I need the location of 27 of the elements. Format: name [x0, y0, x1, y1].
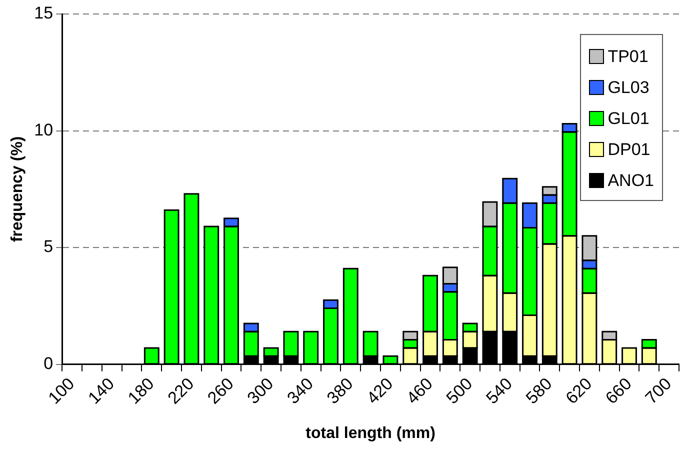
x-tick-label: 140 — [84, 374, 118, 408]
y-tick-label: 5 — [44, 237, 54, 256]
x-tick-label: 460 — [402, 374, 436, 408]
x-tick-label: 660 — [602, 374, 636, 408]
x-tick-label: 540 — [482, 374, 516, 408]
x-tick-label: 500 — [442, 374, 476, 408]
legend-label: DP01 — [608, 140, 650, 160]
x-tick-label: 300 — [244, 374, 278, 408]
x-axis-title: total length (mm) — [306, 424, 436, 442]
legend-label: ANO1 — [608, 170, 654, 190]
x-tick-label: 700 — [642, 374, 676, 408]
y-tick-label: 10 — [34, 120, 54, 140]
y-tick-label: 15 — [34, 4, 54, 23]
x-tick-label: 380 — [323, 374, 357, 408]
x-tick-label: 580 — [522, 374, 556, 408]
x-tick-label: 180 — [124, 374, 158, 408]
legend-label: GL03 — [608, 78, 650, 98]
x-tick-label: 260 — [204, 374, 238, 408]
y-axis-title: frequency (%) — [9, 136, 26, 242]
x-tick-label: 340 — [284, 374, 317, 408]
y-tick-label: 0 — [44, 354, 54, 374]
x-tick-label: 620 — [562, 374, 596, 408]
x-tick-label: 420 — [363, 374, 397, 408]
legend-label: TP01 — [608, 46, 648, 66]
x-tick-label: 100 — [44, 374, 78, 408]
legend-label: GL01 — [608, 108, 650, 128]
x-tick-label: 220 — [164, 374, 198, 408]
